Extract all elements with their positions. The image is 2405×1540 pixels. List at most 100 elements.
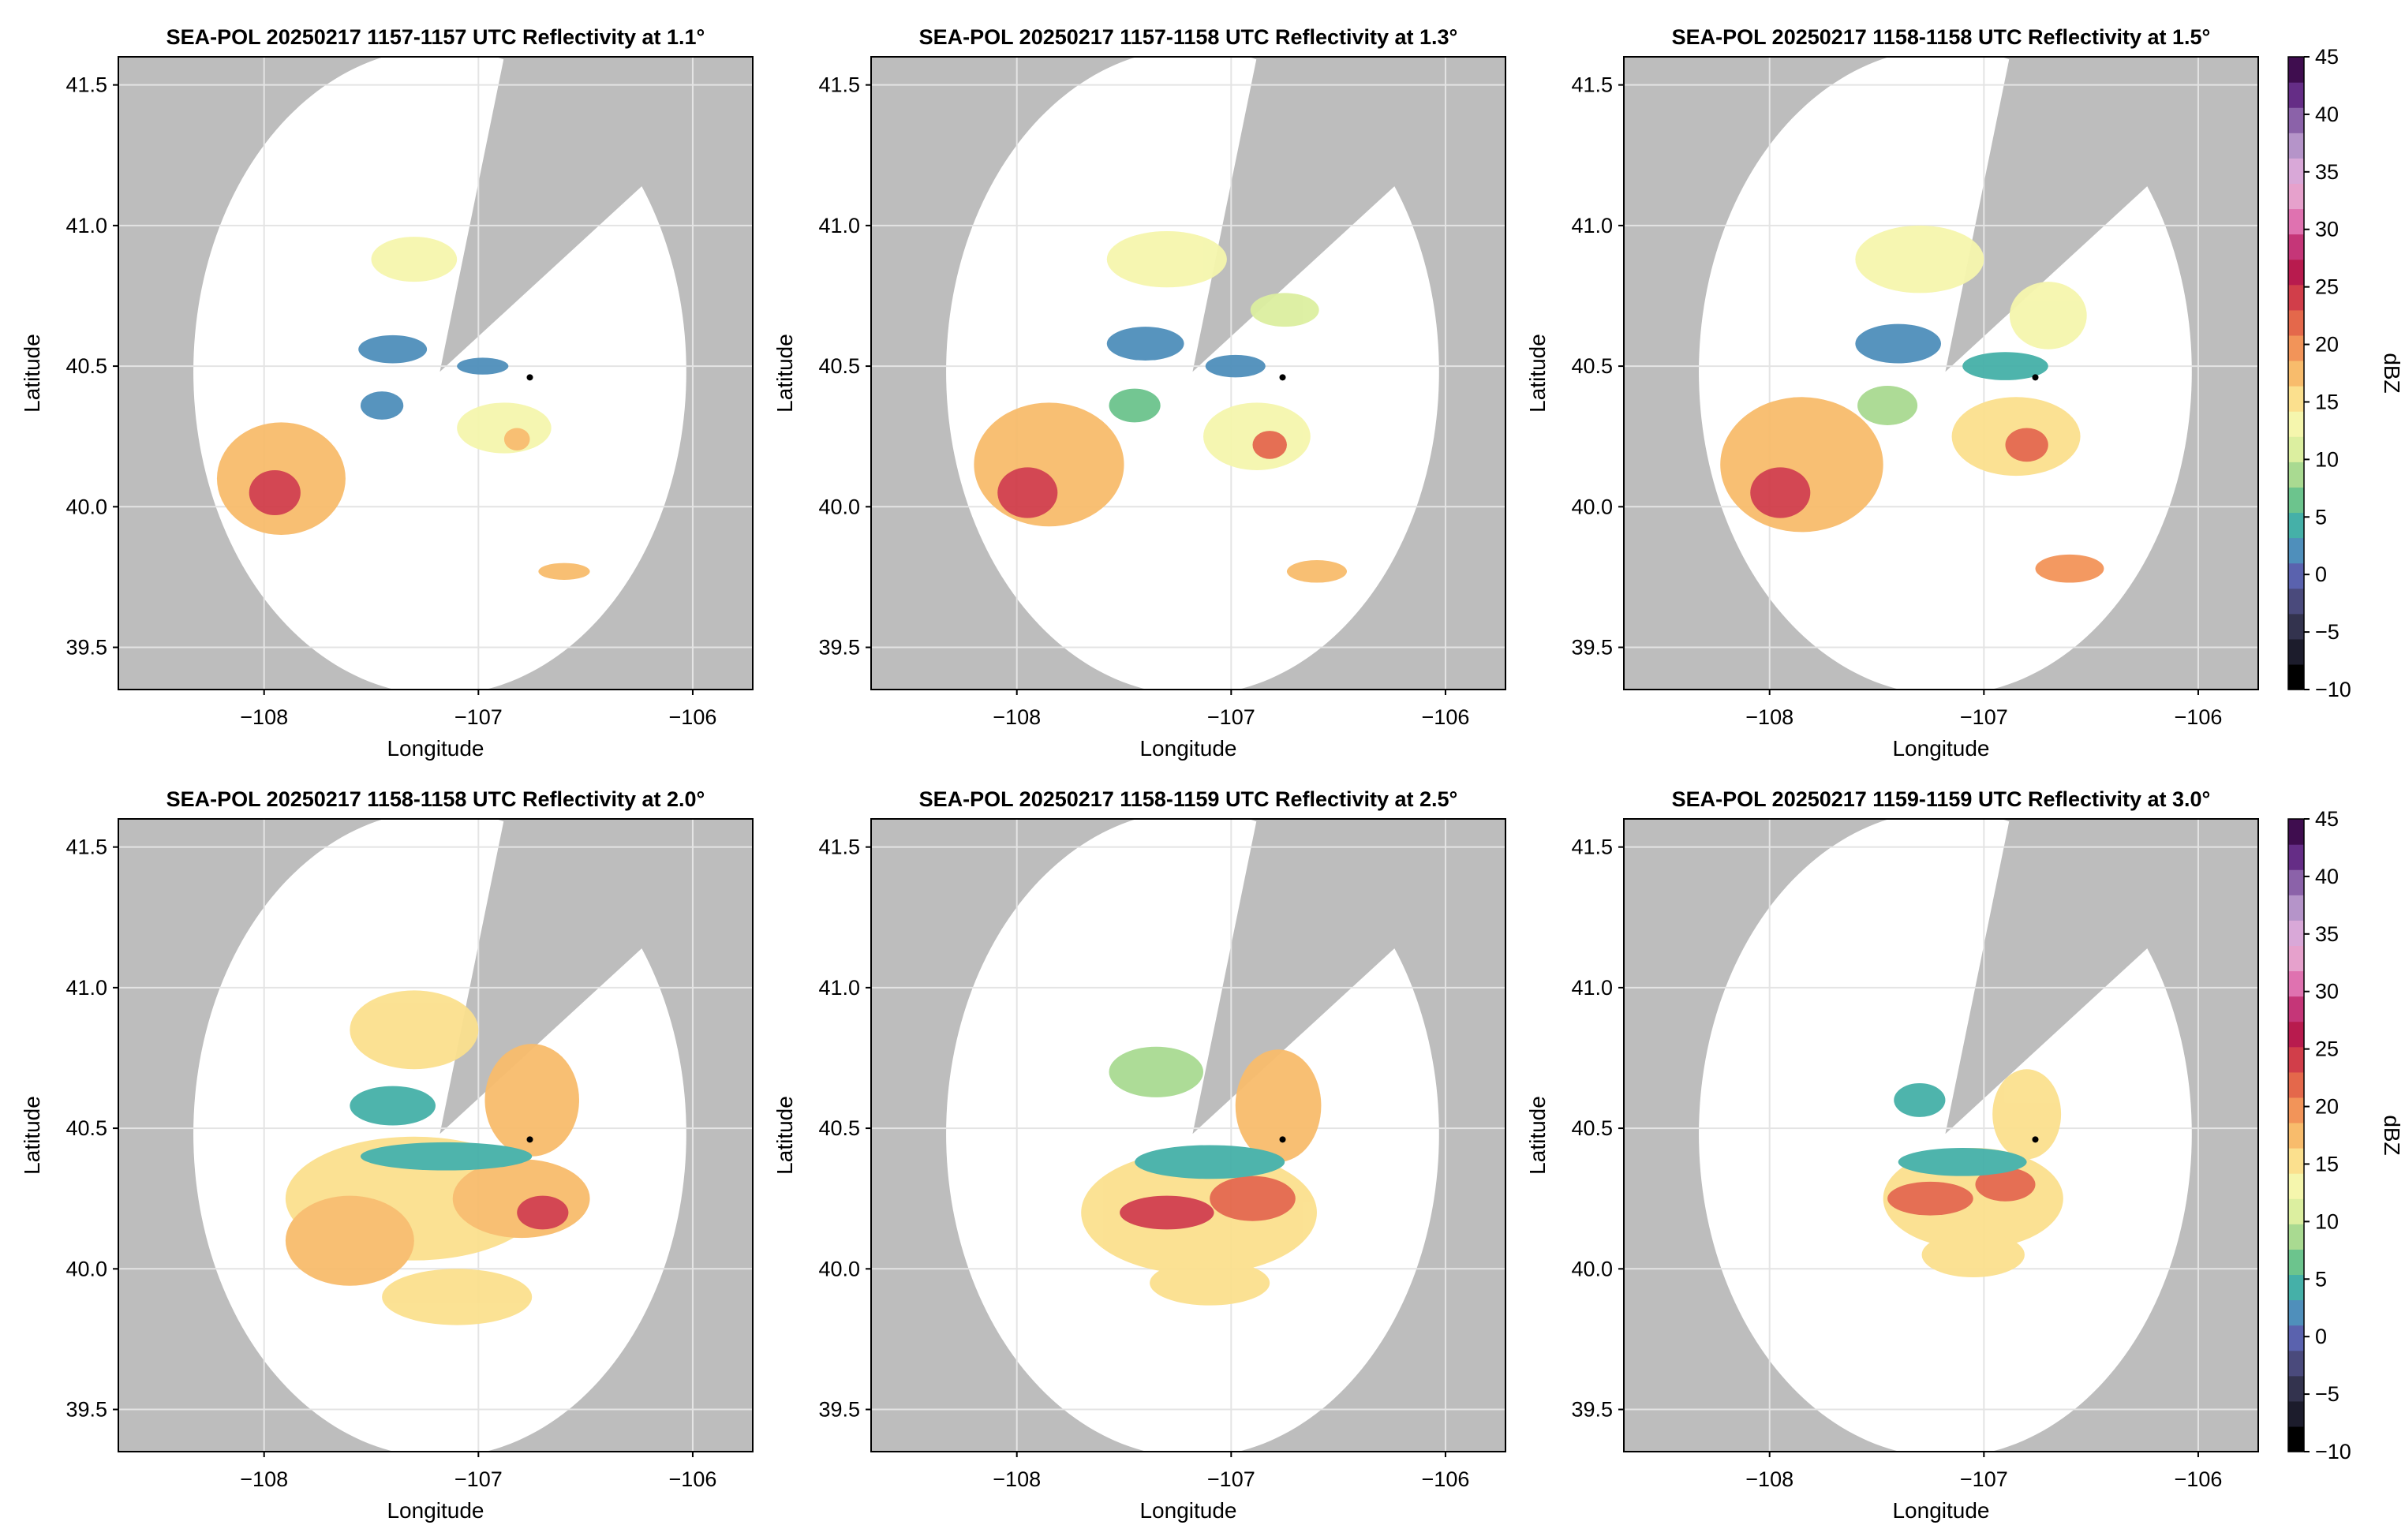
colorbar-tick-label: 20 — [2315, 1095, 2339, 1119]
colorbar-swatch — [2288, 869, 2304, 895]
y-axis-label: Latitude — [772, 334, 797, 413]
y-tick-label: 39.5 — [65, 1398, 107, 1422]
x-tick-label: −108 — [240, 705, 288, 729]
colorbar-swatch — [2288, 1299, 2304, 1326]
y-tick-label: 40.5 — [818, 1116, 860, 1140]
y-tick-label: 41.0 — [818, 214, 860, 237]
axes-frame — [870, 818, 1506, 1452]
colorbar-swatch — [2288, 1325, 2304, 1351]
y-tick-label: 40.0 — [818, 1257, 860, 1280]
colorbar-swatch — [2288, 1148, 2304, 1174]
colorbar-swatch — [2288, 1021, 2304, 1048]
grid-lines — [118, 819, 753, 1452]
axes-frame — [118, 818, 754, 1452]
grid-lines — [1624, 57, 2258, 690]
echo-region — [1857, 386, 1918, 425]
y-tick-label: 39.5 — [818, 636, 860, 660]
x-tick-label: −106 — [669, 1467, 717, 1491]
colorbar-swatch — [2288, 1375, 2304, 1402]
x-axis-label: Longitude — [1139, 736, 1236, 761]
colorbar-swatch — [2288, 1122, 2304, 1149]
colorbar-swatch — [2288, 234, 2304, 260]
echo-region — [1250, 293, 1319, 327]
y-tick-label: 40.0 — [65, 1257, 107, 1280]
colorbar-swatch — [2288, 284, 2304, 311]
colorbar-frame — [2287, 56, 2305, 690]
echo-region — [350, 1086, 436, 1126]
y-tick-label: 41.5 — [65, 73, 107, 97]
colorbar-tick-label: 30 — [2315, 980, 2339, 1004]
x-axis-label: Longitude — [1892, 1498, 1989, 1523]
colorbar-swatch — [2288, 537, 2304, 564]
echo-region — [1235, 1049, 1322, 1162]
echo-region — [382, 1269, 533, 1325]
radar-coverage — [193, 819, 686, 1452]
echo-region — [1898, 1148, 2027, 1176]
y-tick-label: 40.5 — [1571, 1116, 1613, 1140]
echo-region — [538, 563, 590, 580]
colorbar-tick-label: 0 — [2315, 563, 2327, 586]
colorbar-swatch — [2288, 1198, 2304, 1224]
colorbar-swatch — [2288, 895, 2304, 921]
echo-region — [358, 335, 428, 364]
echo-region — [2009, 282, 2087, 349]
y-tick-label: 41.0 — [65, 214, 107, 237]
colorbar-swatch — [2288, 1249, 2304, 1276]
y-tick-label: 41.0 — [818, 976, 860, 1000]
y-axis-label: Latitude — [20, 1096, 44, 1175]
echo-region — [1975, 1167, 2036, 1202]
y-axis-label: Latitude — [1525, 1096, 1550, 1175]
echo-region — [1106, 230, 1227, 288]
echo-region — [1135, 1145, 1285, 1179]
colorbar-tick-label: 5 — [2315, 505, 2327, 529]
colorbar-swatch — [2288, 1400, 2304, 1427]
colorbar-tick-label: 40 — [2315, 865, 2339, 888]
echo-region — [1205, 354, 1266, 378]
echo-region — [249, 469, 301, 516]
colorbar-swatch — [2288, 183, 2304, 210]
echo-region — [1921, 1232, 2025, 1278]
y-tick-label: 39.5 — [65, 636, 107, 660]
colorbar-tick-label: −5 — [2315, 1382, 2340, 1406]
axes-frame — [1623, 818, 2259, 1452]
echo-layer — [1720, 225, 2104, 583]
colorbar-swatch — [2288, 82, 2304, 108]
x-tick-label: −107 — [1960, 705, 2008, 729]
echo-region — [1720, 397, 1883, 533]
colorbar-tick-label: 35 — [2315, 922, 2339, 946]
y-tick-label: 39.5 — [818, 1398, 860, 1422]
echo-region — [1252, 431, 1287, 459]
colorbar-tick-label: −10 — [2315, 1440, 2351, 1463]
radar-coverage — [1699, 819, 2192, 1452]
panel-title: SEA-POL 20250217 1157-1157 UTC Reflectiv… — [166, 25, 705, 49]
colorbar-swatch — [2288, 844, 2304, 870]
axes-frame — [1623, 56, 2259, 690]
y-axis-label: Latitude — [1525, 334, 1550, 413]
colorbar-tick-label: 30 — [2315, 218, 2339, 241]
x-axis-label: Longitude — [1139, 1498, 1236, 1523]
echo-region — [1120, 1195, 1214, 1230]
echo-region — [1150, 1260, 1270, 1306]
colorbar-label: dBZ — [2380, 1115, 2404, 1155]
panel-title: SEA-POL 20250217 1158-1158 UTC Reflectiv… — [1672, 25, 2211, 49]
x-tick-label: −108 — [240, 1467, 288, 1491]
y-tick-label: 39.5 — [1571, 636, 1613, 660]
colorbar-swatch — [2288, 1274, 2304, 1301]
colorbar-tick-label: 40 — [2315, 103, 2339, 126]
y-tick-label: 40.0 — [818, 495, 860, 518]
colorbar-tick-label: 25 — [2315, 275, 2339, 299]
x-tick-label: −106 — [669, 705, 717, 729]
colorbar-swatch — [2288, 613, 2304, 640]
y-tick-label: 40.5 — [65, 1116, 107, 1140]
panel-title: SEA-POL 20250217 1159-1159 UTC Reflectiv… — [1672, 787, 2211, 811]
y-tick-label: 39.5 — [1571, 1398, 1613, 1422]
y-tick-label: 41.5 — [65, 835, 107, 859]
colorbar-tick-label: 25 — [2315, 1037, 2339, 1061]
x-axis-label: Longitude — [387, 736, 484, 761]
x-tick-label: −107 — [454, 1467, 503, 1491]
colorbar-1: 45 40 35 30 25 20 15 10 5 0 −5 −10 dBZ — [2287, 45, 2404, 701]
colorbar-swatch — [2288, 259, 2304, 286]
colorbar-swatch — [2288, 1350, 2304, 1377]
site-marker — [1279, 374, 1286, 381]
